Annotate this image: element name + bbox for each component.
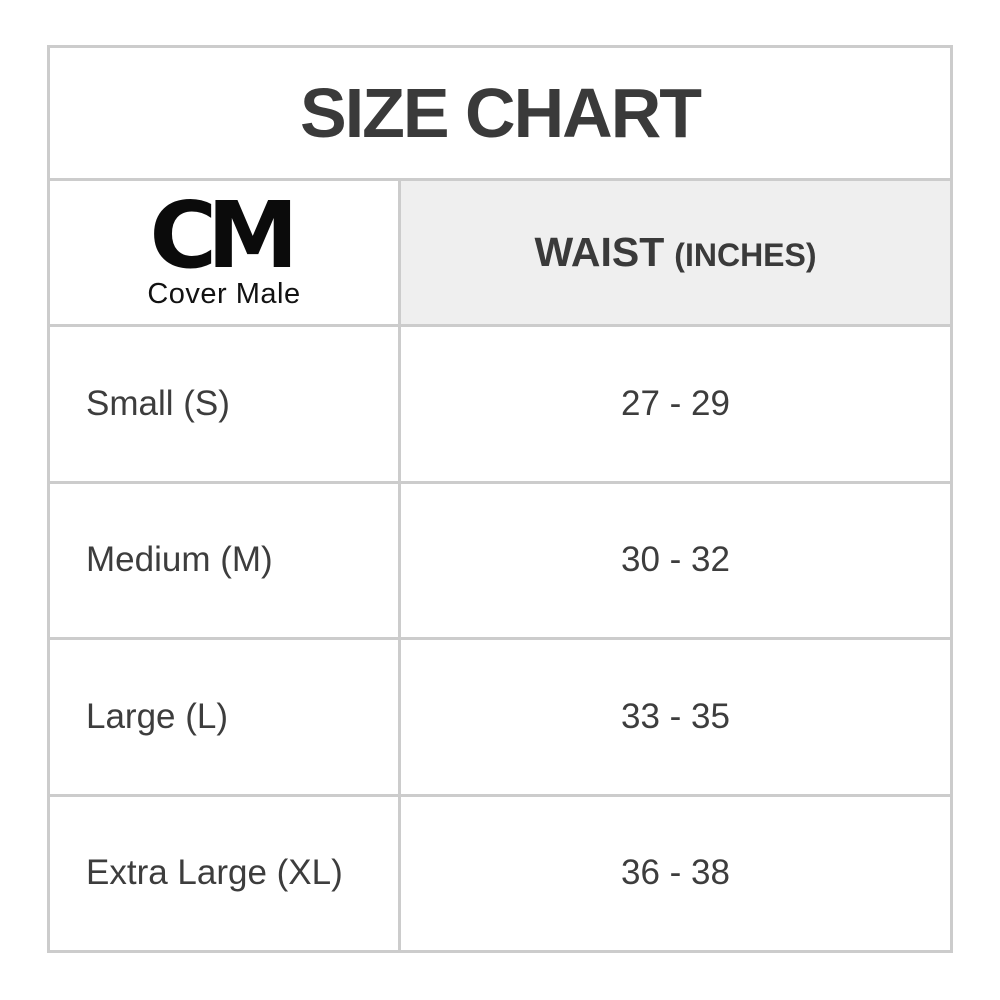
table-row-large-waist: 33 - 35 <box>401 640 950 794</box>
brand-logo-initials: CM <box>149 181 298 289</box>
title-row: SIZE CHART <box>50 48 950 178</box>
waist-column-header: WAIST (INCHES) <box>401 181 950 324</box>
waist-header-unit: (INCHES) <box>674 237 817 273</box>
waist-header-main: WAIST <box>534 229 665 275</box>
table-row-medium-size: Medium (M) <box>50 483 398 637</box>
size-chart-table: SIZE CHART CM Cover Male WAIST (INCHES) … <box>47 45 953 953</box>
waist-header-text: WAIST (INCHES) <box>534 229 816 276</box>
table-row-small-size: Small (S) <box>50 327 398 481</box>
table-row-large-size: Large (L) <box>50 640 398 794</box>
table-row-medium-waist: 30 - 32 <box>401 483 950 637</box>
page-title: SIZE CHART <box>300 74 702 152</box>
table-row-xlarge-waist: 36 - 38 <box>401 796 950 950</box>
table-row-small-waist: 27 - 29 <box>401 327 950 481</box>
brand-logo: CM Cover Male <box>50 181 398 324</box>
brand-logo-name: Cover Male <box>147 278 301 311</box>
table-row-xlarge-size: Extra Large (XL) <box>50 796 398 950</box>
